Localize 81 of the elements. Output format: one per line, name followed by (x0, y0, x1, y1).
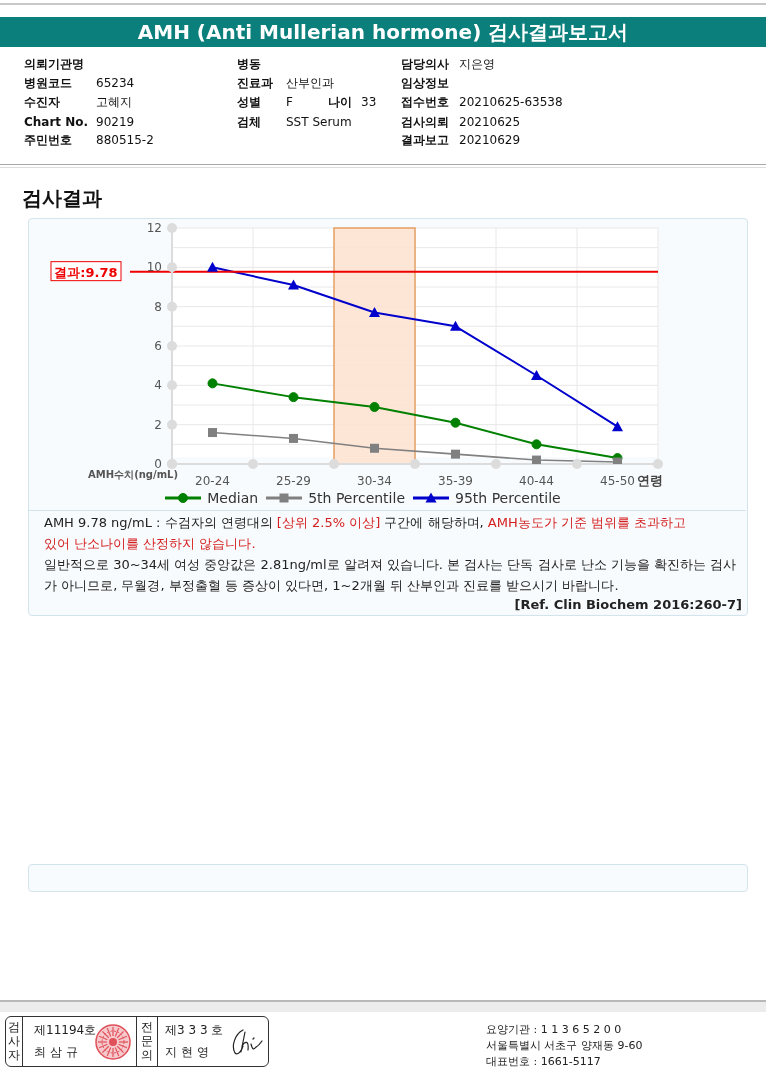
text: 결과보고 (401, 132, 449, 148)
text: 20210625-63538 (459, 94, 563, 110)
text: 최 삼 규 (34, 1044, 78, 1061)
text: [상위 2.5% 이상] (276, 515, 381, 530)
text: 전문의 (141, 1020, 154, 1062)
y-tick-label: 6 (154, 339, 162, 353)
text: F (286, 94, 293, 110)
text: 수진자 (24, 94, 60, 110)
text: 일반적으로 30~34세 여성 중앙값은 2.81ng/ml로 알려져 있습니다. 본 검사는 단독 검사로 난소 기능을 확진하는 검사가 아니므로, 무월경, 부정출혈 등 증상이 있다면, 1~2개월 뒤 산부인과 진료를 받으시기 바랍니다. (44, 557, 737, 593)
point (288, 279, 299, 290)
text: 서울특별시 서초구 양재동 9-60 (486, 1038, 643, 1053)
y-tick-label: 4 (154, 378, 162, 393)
point (450, 320, 461, 331)
y-tick-label: 2 (154, 417, 162, 432)
point (207, 378, 218, 389)
text: 제11194호 (34, 1022, 97, 1039)
y-tick-label: 8 (154, 299, 162, 314)
text: 병동 (237, 56, 261, 72)
text: 검사자 (8, 1020, 21, 1062)
text: 산부인과 (286, 75, 334, 91)
text: 검체 (237, 114, 261, 130)
text: 요양기관 : 1 1 3 6 5 2 0 0 (486, 1022, 622, 1037)
point (450, 417, 461, 428)
text: 지은영 (459, 56, 495, 72)
x-tick-label: 40-44 (519, 474, 554, 488)
text: 지 현 영 (165, 1044, 209, 1061)
x-axis-title: 연령 (637, 473, 663, 488)
text: 주민번호 (24, 132, 72, 148)
text: 진료과 (237, 75, 273, 91)
x-tick-label: 20-24 (195, 474, 230, 488)
text: 구간에 해당하며, (384, 515, 484, 530)
y-axis-title: AMH수치(ng/mL) (88, 469, 178, 480)
chart-subtitle: 검사결과 (22, 185, 102, 212)
text: 대표번호 : 1661-5117 (486, 1054, 601, 1069)
text: 나이 (328, 94, 352, 110)
text: 성별 (237, 94, 261, 110)
legend-label: 95th Percentile (455, 490, 561, 506)
ref-line-label: 결과:9.78 (54, 264, 118, 280)
x-tick-label: 30-34 (357, 474, 392, 488)
text: 있어 난소나이를 산정하지 않습니다. (44, 536, 256, 551)
point (369, 307, 380, 318)
point (532, 455, 541, 464)
text: 65234 (96, 75, 135, 91)
text: 고혜지 (96, 94, 132, 110)
x-tick-label: 35-39 (438, 474, 473, 488)
point (612, 421, 623, 432)
point (288, 392, 299, 403)
text: 880515-2 (96, 132, 154, 148)
text: 33 (361, 94, 377, 110)
y-tick-label: 0 (154, 457, 162, 471)
text: 접수번호 (401, 94, 449, 110)
point (531, 439, 542, 450)
text: 90219 (96, 114, 135, 130)
legend-label: 5th Percentile (308, 490, 405, 506)
text: AMH 9.78 ng/mL : 수검자의 연령대의 (44, 515, 273, 530)
text: 담당의사 (401, 56, 449, 72)
text: 제3 3 3 호 (165, 1022, 224, 1039)
text: 임상정보 (401, 75, 449, 91)
text: SST Serum (286, 114, 352, 130)
text: 20210629 (459, 132, 521, 148)
y-tick-label: 10 (146, 260, 162, 275)
point (613, 457, 622, 464)
text: 20210625 (459, 114, 521, 130)
x-tick-label: 25-29 (276, 474, 311, 488)
text: 의뢰기관명 (24, 56, 84, 72)
text: 검사의뢰 (401, 114, 449, 130)
point (451, 449, 460, 459)
text: 병원코드 (24, 75, 72, 91)
legend-label: Median (207, 490, 259, 506)
point (208, 428, 217, 438)
point (370, 443, 379, 453)
text: [Ref. Clin Biochem 2016:260-7] (514, 597, 742, 612)
text: Chart No. (24, 114, 89, 130)
point (207, 261, 218, 272)
x-tick-label: 45-50 (600, 474, 635, 488)
point (531, 370, 542, 380)
chart-title: AMH (Anti Mullerian hormone) 검사결과보고서 (137, 20, 629, 44)
y-tick-label: 12 (146, 221, 162, 235)
point (289, 433, 298, 443)
point (369, 401, 380, 412)
text: AMH농도가 기준 범위를 초과하고 (487, 515, 687, 530)
